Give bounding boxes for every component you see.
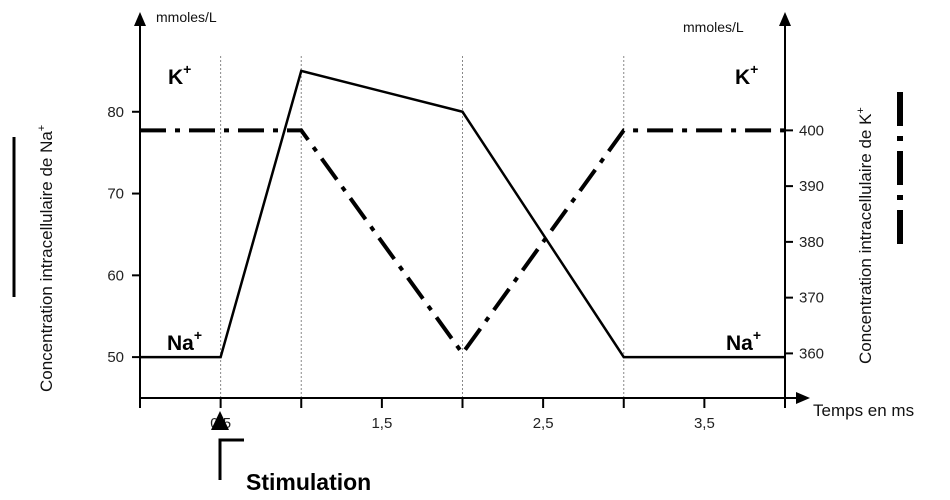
left-y-ticks: 50 60 70 80 <box>107 104 140 366</box>
na-series-label-right: Na+ <box>726 327 761 355</box>
left-y-tick-label: 70 <box>107 186 124 203</box>
right-y-axis-arrowhead <box>779 12 791 26</box>
right-y-axis-label: Concentration intracellulaire de K+ <box>855 107 875 364</box>
left-y-unit: mmoles/L <box>156 9 217 25</box>
stimulation-arrow-line <box>218 438 244 480</box>
right-y-tick-label: 390 <box>799 178 824 195</box>
stimulation-label: Stimulation <box>246 469 371 495</box>
na-series-label-left: Na+ <box>167 327 202 355</box>
x-tick-label: 3,5 <box>694 415 715 432</box>
left-y-tick-label: 60 <box>107 267 124 284</box>
left-y-axis-label: Concentration intracellulaire de Na+ <box>36 125 56 392</box>
series-group <box>140 69 785 359</box>
right-y-tick-label: 370 <box>799 290 824 307</box>
x-axis-arrowhead <box>796 392 810 404</box>
stimulation-annotation: Stimulation <box>211 411 371 495</box>
stimulation-arrowhead <box>211 411 229 430</box>
x-tick-label: 1,5 <box>371 415 392 432</box>
x-ticks: 0,51,52,53,5 <box>139 398 786 432</box>
left-y-axis-arrowhead <box>134 12 146 26</box>
right-y-unit: mmoles/L <box>683 19 744 35</box>
right-y-ticks: 360 370 380 390 400 <box>785 122 824 362</box>
x-tick-label: 2,5 <box>533 415 554 432</box>
vertical-gridlines <box>220 56 625 398</box>
left-y-tick-label: 50 <box>107 349 124 366</box>
left-y-tick-label: 80 <box>107 104 124 121</box>
right-y-tick-label: 360 <box>799 345 824 362</box>
na-series-line <box>140 69 785 359</box>
k-series-label-right: K+ <box>735 61 758 89</box>
right-y-tick-label: 400 <box>799 122 824 139</box>
right-y-tick-label: 380 <box>799 234 824 251</box>
k-series-line <box>140 128 785 357</box>
k-series-label-left: K+ <box>168 61 191 89</box>
x-axis-label: Temps en ms <box>813 401 914 420</box>
axes <box>134 12 810 404</box>
